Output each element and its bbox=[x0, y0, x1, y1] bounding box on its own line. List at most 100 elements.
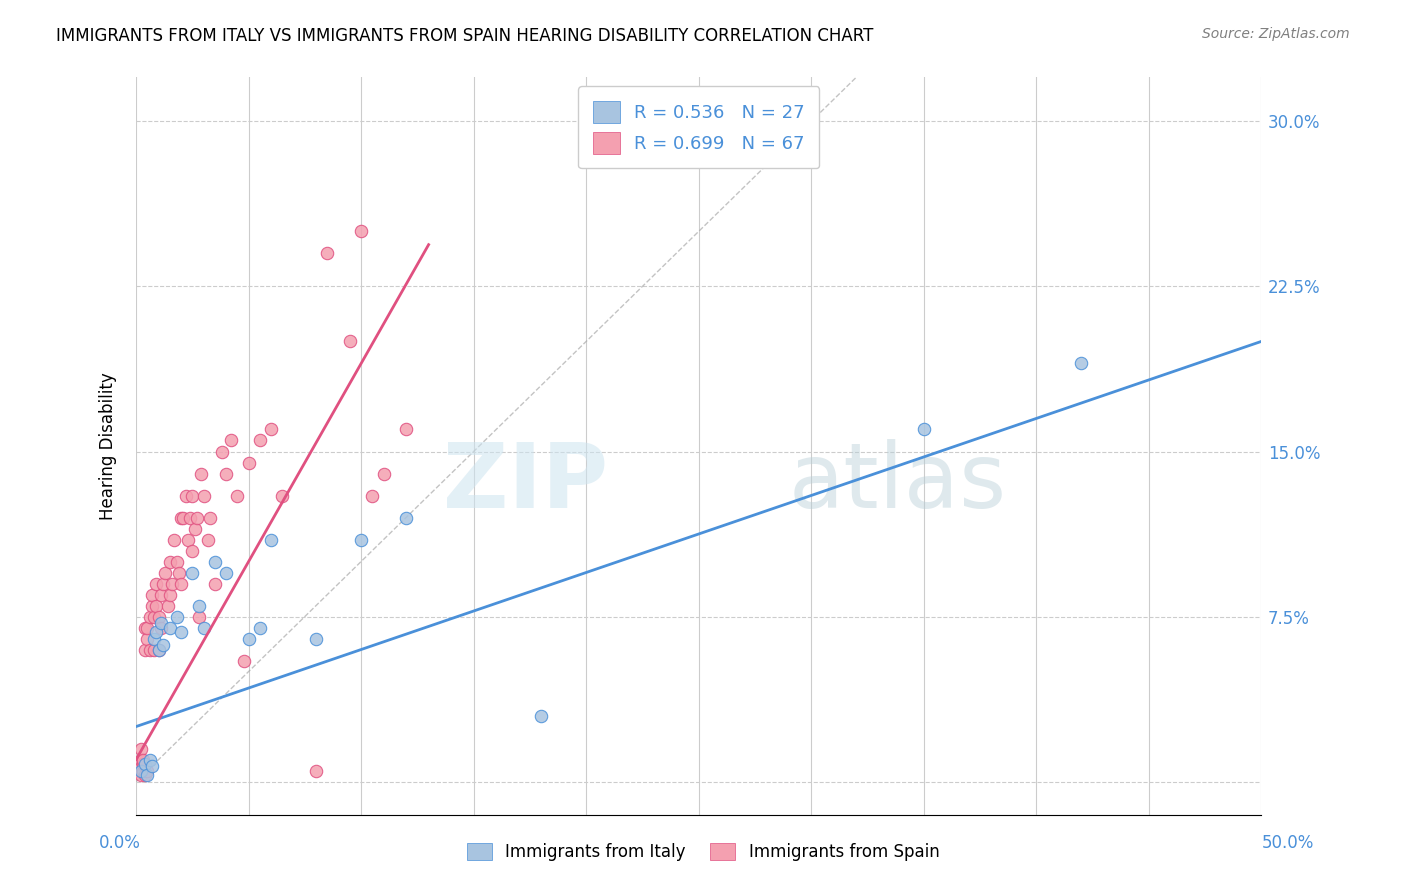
Text: 50.0%: 50.0% bbox=[1263, 834, 1315, 852]
Point bbox=[145, 599, 167, 613]
Point bbox=[149, 588, 172, 602]
Point bbox=[129, 764, 152, 778]
Point bbox=[132, 764, 155, 778]
Point bbox=[170, 624, 193, 639]
Point bbox=[190, 467, 212, 481]
Point bbox=[170, 576, 193, 591]
Point bbox=[193, 621, 215, 635]
Point bbox=[395, 422, 418, 436]
Point bbox=[145, 624, 167, 639]
Point bbox=[129, 768, 152, 782]
Point bbox=[188, 599, 211, 613]
Point bbox=[152, 576, 174, 591]
Point bbox=[181, 489, 204, 503]
Point bbox=[305, 764, 328, 778]
Point bbox=[134, 621, 156, 635]
Point bbox=[260, 533, 283, 547]
Point bbox=[159, 588, 181, 602]
Point bbox=[166, 609, 188, 624]
Point bbox=[160, 576, 183, 591]
Point bbox=[186, 510, 208, 524]
Point bbox=[361, 489, 384, 503]
Point bbox=[143, 642, 166, 657]
Point bbox=[167, 566, 190, 580]
Point bbox=[181, 543, 204, 558]
Point bbox=[127, 756, 149, 771]
Point bbox=[143, 632, 166, 646]
Text: ZIP: ZIP bbox=[443, 439, 609, 527]
Point bbox=[204, 555, 226, 569]
Point bbox=[138, 642, 160, 657]
Point bbox=[145, 576, 167, 591]
Point bbox=[339, 334, 361, 349]
Point bbox=[215, 566, 238, 580]
Point bbox=[530, 708, 553, 723]
Point bbox=[188, 609, 211, 624]
Point bbox=[136, 768, 159, 782]
Legend: R = 0.536   N = 27, R = 0.699   N = 67: R = 0.536 N = 27, R = 0.699 N = 67 bbox=[578, 87, 820, 169]
Point bbox=[350, 224, 373, 238]
Point bbox=[159, 621, 181, 635]
Point bbox=[127, 764, 149, 778]
Point bbox=[373, 467, 395, 481]
Point bbox=[152, 638, 174, 652]
Text: Source: ZipAtlas.com: Source: ZipAtlas.com bbox=[1202, 27, 1350, 41]
Point bbox=[141, 599, 163, 613]
Point bbox=[166, 555, 188, 569]
Point bbox=[138, 753, 160, 767]
Point bbox=[204, 576, 226, 591]
Point bbox=[136, 632, 159, 646]
Text: IMMIGRANTS FROM ITALY VS IMMIGRANTS FROM SPAIN HEARING DISABILITY CORRELATION CH: IMMIGRANTS FROM ITALY VS IMMIGRANTS FROM… bbox=[56, 27, 873, 45]
Point bbox=[148, 642, 170, 657]
Point bbox=[159, 555, 181, 569]
Point bbox=[136, 621, 159, 635]
Point bbox=[141, 588, 163, 602]
Point bbox=[172, 510, 194, 524]
Point bbox=[271, 489, 294, 503]
Point bbox=[136, 764, 159, 778]
Point bbox=[395, 510, 418, 524]
Point bbox=[181, 566, 204, 580]
Point bbox=[912, 422, 935, 436]
Point bbox=[233, 654, 256, 668]
Point bbox=[193, 489, 215, 503]
Point bbox=[179, 510, 201, 524]
Point bbox=[143, 609, 166, 624]
Point bbox=[149, 621, 172, 635]
Point bbox=[141, 759, 163, 773]
Point bbox=[249, 621, 271, 635]
Point bbox=[238, 632, 260, 646]
Point bbox=[132, 753, 155, 767]
Point bbox=[129, 753, 152, 767]
Point bbox=[238, 456, 260, 470]
Point bbox=[226, 489, 249, 503]
Point bbox=[163, 533, 186, 547]
Point bbox=[177, 533, 200, 547]
Point bbox=[197, 533, 219, 547]
Point bbox=[148, 642, 170, 657]
Point bbox=[1070, 356, 1092, 370]
Point bbox=[316, 246, 339, 260]
Text: atlas: atlas bbox=[789, 439, 1007, 527]
Point bbox=[132, 756, 155, 771]
Point bbox=[134, 642, 156, 657]
Point bbox=[134, 756, 156, 771]
Point bbox=[134, 768, 156, 782]
Text: 0.0%: 0.0% bbox=[98, 834, 141, 852]
Point bbox=[305, 632, 328, 646]
Point bbox=[211, 444, 233, 458]
Point bbox=[129, 741, 152, 756]
Point bbox=[200, 510, 222, 524]
Y-axis label: Hearing Disability: Hearing Disability bbox=[100, 372, 117, 520]
Point bbox=[149, 616, 172, 631]
Point bbox=[183, 522, 205, 536]
Point bbox=[148, 609, 170, 624]
Point bbox=[155, 566, 177, 580]
Point bbox=[350, 533, 373, 547]
Point bbox=[174, 489, 197, 503]
Point bbox=[249, 434, 271, 448]
Point bbox=[138, 609, 160, 624]
Point bbox=[260, 422, 283, 436]
Point bbox=[170, 510, 193, 524]
Point bbox=[156, 599, 179, 613]
